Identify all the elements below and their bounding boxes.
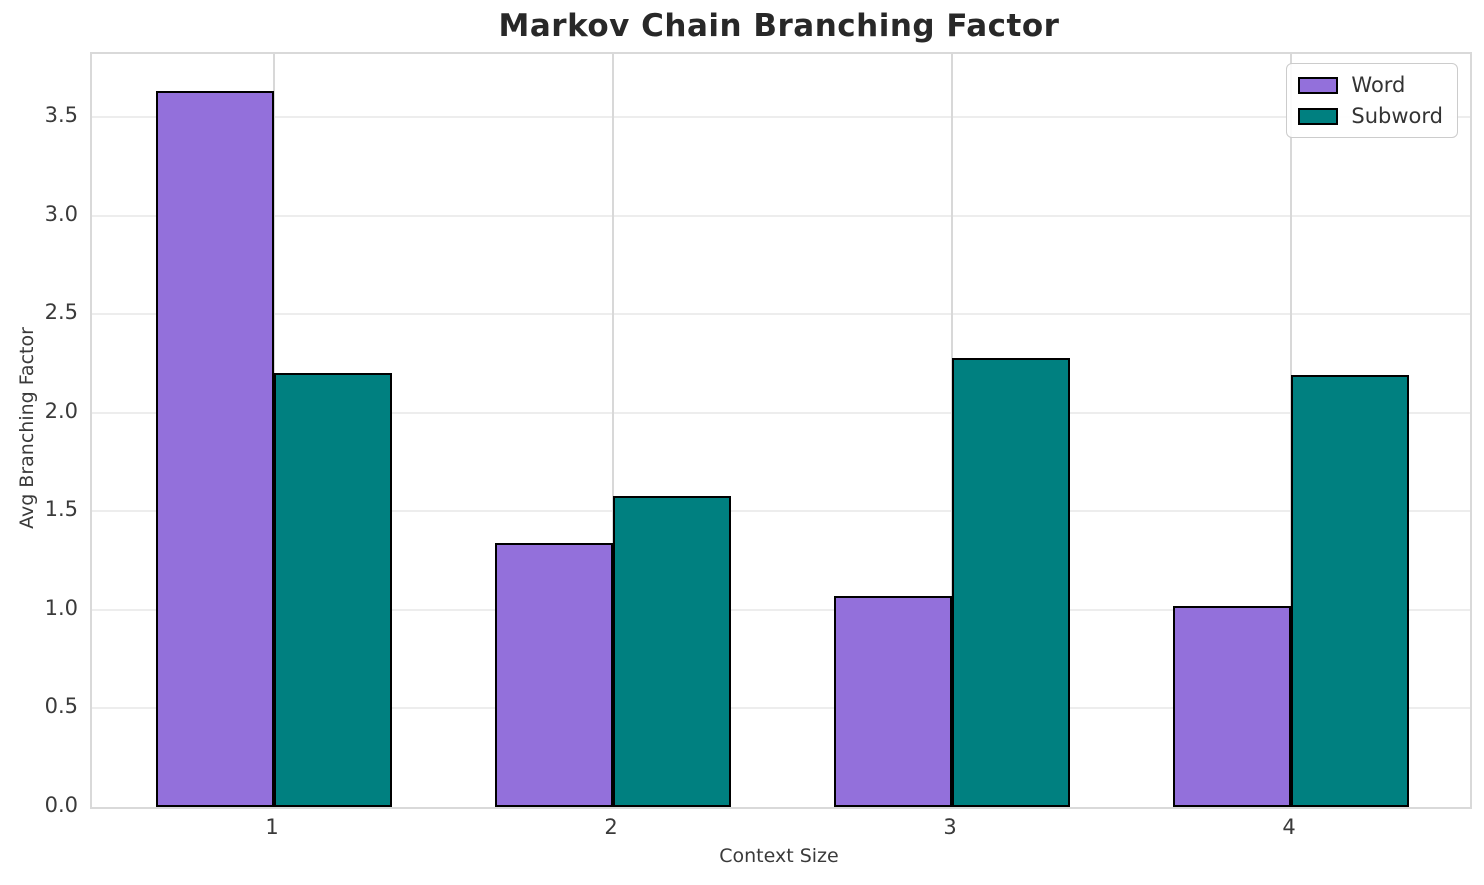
legend-label-subword: Subword [1351,104,1443,128]
chart-title: Markov Chain Branching Factor [498,8,1060,44]
bar-word-3 [834,596,952,807]
bar-subword-2 [613,496,731,807]
gridline-horizontal [92,510,1470,513]
plot-area [90,52,1472,809]
bar-word-4 [1173,606,1291,807]
y-tick-label: 2.5 [44,300,78,325]
legend-swatch-word-icon [1298,76,1339,94]
y-axis-label: Avg Branching Factor [16,327,38,529]
x-tick-label: 1 [265,815,279,839]
gridline-horizontal [92,116,1470,119]
x-tick-label: 3 [943,815,957,839]
y-tick-label: 3.0 [44,201,78,226]
legend-swatch-subword-icon [1298,107,1339,125]
y-tick-label: 0.0 [44,793,78,817]
bar-subword-3 [952,358,1070,807]
y-tick-label: 2.0 [44,398,78,423]
legend-item-word: Word [1298,73,1443,97]
x-tick-label: 4 [1282,815,1296,839]
y-tick-label: 1.0 [44,595,78,620]
legend-item-subword: Subword [1298,104,1443,128]
gridline-horizontal [92,313,1470,316]
gridline-horizontal [92,608,1470,611]
bar-word-1 [156,91,274,807]
gridline-horizontal [92,411,1470,414]
gridline-horizontal [92,707,1470,710]
bar-word-2 [495,543,613,807]
x-tick-label: 2 [604,815,618,839]
legend-label-word: Word [1351,73,1406,97]
x-axis-label: Context Size [719,845,839,867]
y-tick-label: 1.5 [44,497,78,522]
y-tick-label: 0.5 [44,694,78,719]
y-tick-label: 3.5 [44,103,78,128]
gridline-vertical [612,54,614,807]
bar-subword-4 [1291,375,1409,807]
legend: Word Subword [1286,63,1458,138]
gridline-horizontal [92,214,1470,217]
bar-subword-1 [274,373,392,807]
